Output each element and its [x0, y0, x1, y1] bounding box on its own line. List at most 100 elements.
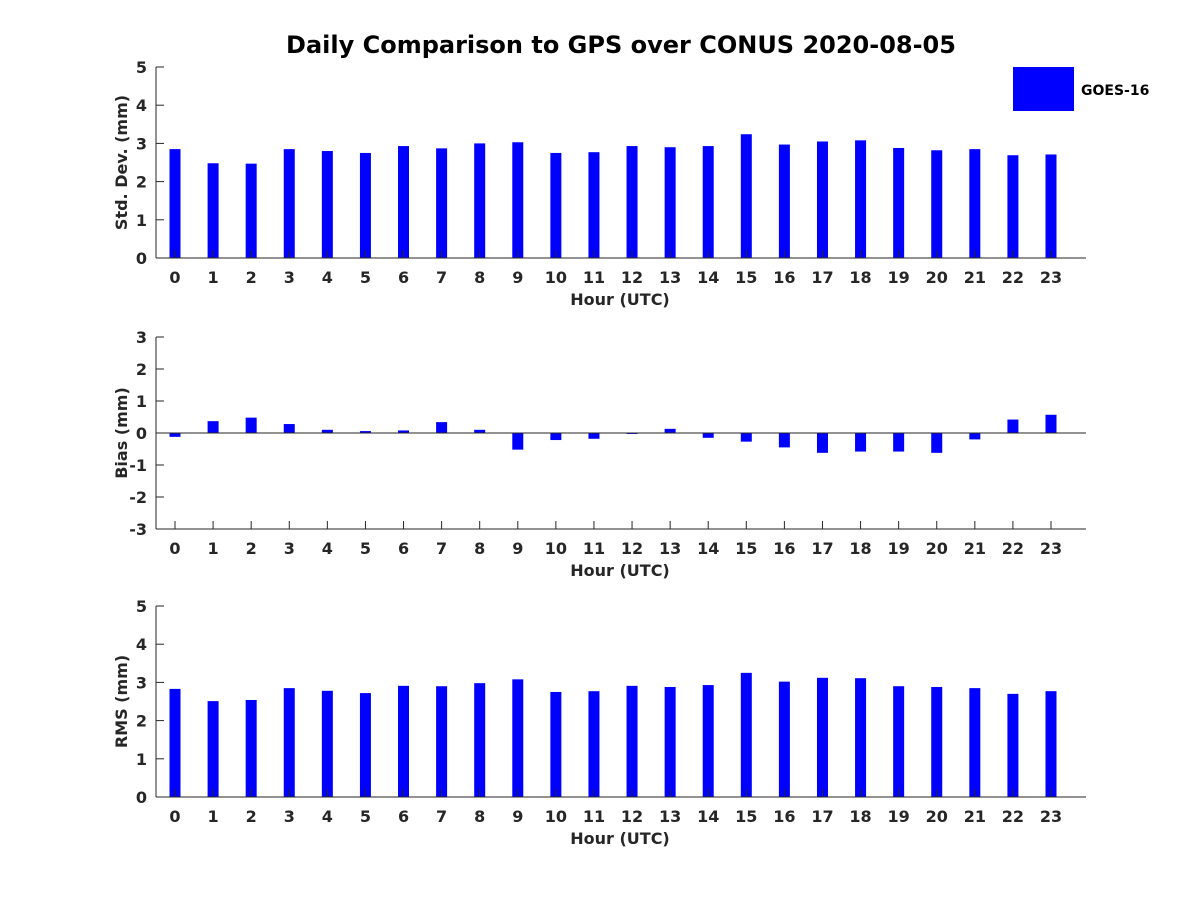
bias-x-tick-label: 9	[512, 539, 523, 558]
std-dev-x-tick-label: 9	[512, 268, 523, 287]
std-dev-x-tick-label: 12	[621, 268, 643, 287]
bias-x-tick-label: 18	[849, 539, 871, 558]
bias-y-tick-label: -2	[129, 488, 147, 507]
std-dev-x-tick-label: 18	[849, 268, 871, 287]
bias-bar	[1045, 414, 1057, 433]
rms-x-tick-label: 11	[583, 807, 605, 826]
bias-x-tick-label: 7	[436, 539, 447, 558]
bias-x-tick-label: 21	[964, 539, 986, 558]
bias-bar	[816, 433, 828, 453]
rms-y-tick-label: 5	[136, 597, 147, 616]
rms-bar	[398, 685, 410, 797]
legend-swatch	[1013, 67, 1074, 111]
rms-x-tick-label: 2	[246, 807, 257, 826]
std-dev-bar	[359, 152, 371, 258]
bias-x-tick-label: 15	[735, 539, 757, 558]
bias-bar	[321, 429, 333, 433]
rms-x-tick-label: 6	[398, 807, 409, 826]
rms-bar	[283, 688, 295, 797]
std-dev-bar	[436, 148, 448, 258]
rms-bar	[969, 688, 981, 797]
rms-x-tick-label: 19	[888, 807, 910, 826]
rms-bar	[550, 691, 562, 797]
rms-x-tick-label: 1	[208, 807, 219, 826]
std-dev-bar	[664, 147, 676, 258]
std-dev-x-tick-label: 7	[436, 268, 447, 287]
bias-x-tick-label: 10	[545, 539, 567, 558]
std-dev-x-tick-label: 0	[169, 268, 180, 287]
bias-y-axis-label: Bias (mm)	[112, 387, 131, 479]
rms-bar	[436, 686, 448, 797]
rms-x-tick-label: 14	[697, 807, 719, 826]
rms-x-tick-label: 0	[169, 807, 180, 826]
legend-label: GOES-16	[1081, 83, 1149, 99]
bias-bar	[207, 421, 219, 433]
rms-bar	[359, 693, 371, 797]
bias-bar	[474, 429, 486, 433]
rms-bar	[1045, 691, 1057, 797]
std-dev-bar	[969, 149, 981, 258]
rms-bar	[664, 686, 676, 797]
bias-x-tick-label: 6	[398, 539, 409, 558]
bias-bar	[1007, 419, 1019, 433]
std-dev-x-tick-label: 4	[322, 268, 333, 287]
std-dev-bar	[1045, 154, 1057, 258]
std-dev-x-tick-label: 23	[1040, 268, 1062, 287]
rms-bar	[474, 683, 486, 797]
bias-y-tick-label: -1	[129, 456, 147, 475]
std-dev-y-tick-label: 2	[136, 173, 147, 192]
std-dev-x-tick-label: 14	[697, 268, 719, 287]
std-dev-x-tick-label: 22	[1002, 268, 1024, 287]
rms-x-axis-label: Hour (UTC)	[570, 829, 670, 848]
bias-bar	[664, 428, 676, 433]
std-dev-x-tick-label: 15	[735, 268, 757, 287]
bias-x-tick-label: 14	[697, 539, 719, 558]
bias-bar	[550, 433, 562, 441]
bias-bar	[512, 433, 524, 450]
std-dev-bar	[740, 134, 752, 258]
bias-bar	[855, 433, 867, 452]
std-dev-bar	[1007, 155, 1019, 258]
rms-x-tick-label: 5	[360, 807, 371, 826]
std-dev-bar	[169, 149, 181, 258]
rms-x-tick-label: 20	[926, 807, 948, 826]
std-dev-x-tick-label: 1	[208, 268, 219, 287]
bias-bar	[169, 433, 181, 437]
bias-x-tick-label: 11	[583, 539, 605, 558]
bias-bar	[283, 424, 295, 433]
bias-x-tick-label: 22	[1002, 539, 1024, 558]
bias-x-tick-label: 17	[811, 539, 833, 558]
rms-bar	[321, 690, 333, 797]
std-dev-bar	[398, 146, 410, 258]
bias-bar	[893, 433, 905, 452]
std-dev-bar	[855, 140, 867, 258]
bias-bar	[702, 433, 714, 438]
rms-x-tick-label: 13	[659, 807, 681, 826]
rms-x-tick-label: 4	[322, 807, 333, 826]
std-dev-y-tick-label: 5	[136, 58, 147, 77]
bias-x-tick-label: 8	[474, 539, 485, 558]
bias-x-tick-label: 3	[284, 539, 295, 558]
bias-y-tick-label: -3	[129, 520, 147, 539]
std-dev-y-axis-label: Std. Dev. (mm)	[112, 95, 131, 230]
rms-bar	[588, 691, 600, 797]
rms-bar	[169, 688, 181, 797]
std-dev-bar	[816, 141, 828, 258]
bias-x-tick-label: 5	[360, 539, 371, 558]
std-dev-bar	[626, 146, 638, 258]
std-dev-bar	[893, 147, 905, 258]
rms-bar	[740, 672, 752, 797]
std-dev-bar	[550, 152, 562, 258]
std-dev-bar	[283, 149, 295, 258]
rms-x-tick-label: 16	[773, 807, 795, 826]
rms-bar	[855, 678, 867, 797]
rms-x-tick-label: 9	[512, 807, 523, 826]
rms-x-tick-label: 15	[735, 807, 757, 826]
chart-title: Daily Comparison to GPS over CONUS 2020-…	[286, 31, 956, 59]
bias-x-axis-label: Hour (UTC)	[570, 561, 670, 580]
rms-x-tick-label: 10	[545, 807, 567, 826]
std-dev-x-tick-label: 3	[284, 268, 295, 287]
rms-bar	[778, 681, 790, 797]
